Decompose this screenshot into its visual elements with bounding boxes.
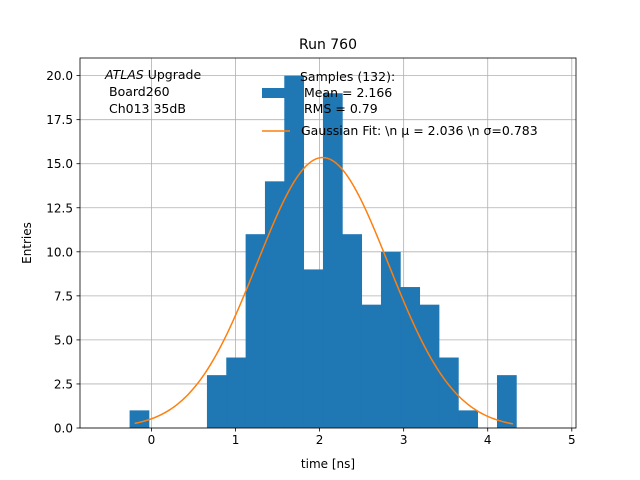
histogram-bar — [419, 304, 440, 428]
x-tick-label: 3 — [400, 433, 408, 447]
gaussian-fit-curve — [134, 156, 514, 425]
histogram-bar — [438, 357, 459, 428]
y-tick-label: 15.0 — [46, 157, 73, 171]
x-tick-label: 0 — [148, 433, 156, 447]
histogram-bar — [342, 234, 363, 428]
axis-ticks: 0 1 2 3 4 5 0.0 2.5 5.0 7.5 10.0 12.5 15.0 17.5 20.0 — [46, 69, 575, 447]
y-tick-label: 5.0 — [54, 333, 73, 347]
legend-histogram-label-line-2: Mean = 2.166 — [304, 85, 392, 100]
histogram-bar — [458, 410, 479, 428]
histogram-bar — [400, 287, 421, 428]
histogram-bar — [496, 375, 517, 428]
x-tick-label: 1 — [232, 433, 240, 447]
annotation-line-2: Board260 — [109, 84, 170, 99]
legend: Samples (132): Mean = 2.166 RMS = 0.79 G… — [262, 69, 538, 138]
legend-histogram-label-line-1: Samples (132): — [300, 69, 395, 84]
histogram-bar — [264, 181, 285, 428]
atlas-annotation: ATLAS Upgrade Board260 Ch013 35dB — [104, 67, 201, 116]
histogram-bars — [129, 75, 517, 428]
histogram-bar — [226, 357, 247, 428]
histogram-bar — [303, 269, 324, 428]
x-tick-label: 2 — [316, 433, 324, 447]
annotation-line-3: Ch013 35dB — [109, 101, 186, 116]
annotation-line-1: ATLAS Upgrade — [104, 67, 201, 82]
histogram-bar — [245, 234, 266, 428]
annotation-upgrade: Upgrade — [144, 67, 202, 82]
y-tick-label: 17.5 — [46, 113, 73, 127]
histogram-bar — [380, 251, 401, 428]
histogram-bar — [361, 304, 382, 428]
x-tick-label: 4 — [484, 433, 492, 447]
histogram-bar — [284, 75, 305, 428]
x-tick-label: 5 — [568, 433, 576, 447]
legend-histogram-label-line-3: RMS = 0.79 — [304, 101, 378, 116]
annotation-atlas-italic: ATLAS — [104, 67, 144, 82]
histogram-bar — [206, 375, 227, 428]
histogram-bar — [129, 410, 150, 428]
y-tick-label: 2.5 — [54, 377, 73, 391]
chart-title: Run 760 — [299, 37, 357, 53]
y-tick-label: 20.0 — [46, 69, 73, 83]
y-axis-label: Entries — [20, 222, 34, 264]
histogram-bar — [322, 93, 343, 428]
legend-histogram-swatch — [262, 88, 290, 98]
x-axis-label: time [ns] — [301, 457, 355, 471]
y-tick-label: 10.0 — [46, 245, 73, 259]
axes-frame — [79, 57, 577, 429]
y-tick-label: 12.5 — [46, 201, 73, 215]
y-tick-label: 0.0 — [54, 422, 73, 436]
y-tick-label: 7.5 — [54, 289, 73, 303]
legend-fit-label: Gaussian Fit: \n μ = 2.036 \n σ=0.783 — [301, 123, 538, 138]
